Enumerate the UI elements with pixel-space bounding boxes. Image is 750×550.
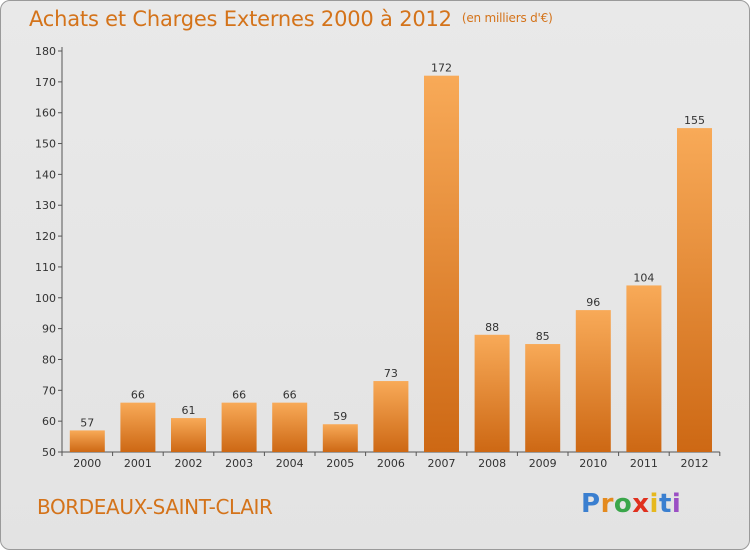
data-label: 73 — [384, 367, 398, 380]
x-tick-label: 2002 — [175, 457, 203, 470]
x-tick-label: 2009 — [529, 457, 557, 470]
y-tick-label: 180 — [35, 45, 56, 58]
x-tick-label: 2007 — [428, 457, 456, 470]
bar — [322, 424, 358, 452]
x-tick-label: 2003 — [225, 457, 253, 470]
bar — [272, 402, 308, 452]
data-label: 66 — [283, 389, 297, 402]
bar — [120, 402, 156, 452]
x-tick-label: 2005 — [326, 457, 354, 470]
data-label: 172 — [431, 62, 452, 75]
bar — [474, 334, 510, 452]
bar — [424, 75, 459, 452]
data-label: 57 — [80, 416, 94, 429]
y-tick-label: 140 — [35, 168, 56, 181]
commune-name: BORDEAUX-SAINT-CLAIR — [37, 495, 273, 519]
y-tick-label: 150 — [35, 138, 56, 151]
y-tick-label: 110 — [35, 261, 56, 274]
y-tick-label: 50 — [42, 446, 56, 459]
y-tick-label: 120 — [35, 230, 56, 243]
x-tick-label: 2012 — [681, 457, 709, 470]
chart-title: Achats et Charges Externes 2000 à 2012 (e… — [29, 7, 553, 31]
y-tick-label: 80 — [42, 353, 56, 366]
bar — [171, 418, 206, 452]
y-tick-label: 170 — [35, 76, 56, 89]
data-label: 59 — [333, 410, 347, 423]
bars — [69, 75, 712, 452]
bar — [626, 285, 662, 452]
data-label: 61 — [182, 404, 196, 417]
data-label: 66 — [232, 389, 246, 402]
x-tick-label: 2000 — [73, 457, 101, 470]
data-label: 155 — [684, 114, 705, 127]
x-tick-label: 2010 — [579, 457, 607, 470]
bar — [525, 344, 561, 452]
y-tick-label: 100 — [35, 292, 56, 305]
x-tick-label: 2001 — [124, 457, 152, 470]
x-tick-label: 2006 — [377, 457, 405, 470]
bar — [373, 381, 409, 452]
y-tick-label: 90 — [42, 323, 56, 336]
bar — [677, 128, 712, 452]
bar — [221, 402, 257, 452]
proxiti-logo: Proxiti — [581, 489, 682, 519]
value-labels: 57 66 61 66 66 59 73 172 88 85 96 104 155 — [80, 62, 705, 430]
y-tick-label: 130 — [35, 199, 56, 212]
chart-title-text: Achats et Charges Externes 2000 à 2012 — [29, 7, 452, 31]
bar — [69, 430, 105, 452]
data-label: 88 — [485, 321, 499, 334]
data-label: 66 — [131, 389, 145, 402]
x-tick-label: 2008 — [478, 457, 506, 470]
x-tick-label: 2004 — [276, 457, 304, 470]
bar — [575, 310, 611, 452]
x-tick-label: 2011 — [630, 457, 658, 470]
y-tick-label: 70 — [42, 384, 56, 397]
data-label: 104 — [633, 271, 654, 284]
y-tick-label: 160 — [35, 107, 56, 120]
data-label: 96 — [586, 296, 600, 309]
y-tick-label: 60 — [42, 415, 56, 428]
chart-subtitle: (en milliers d'€) — [461, 11, 553, 25]
data-label: 85 — [536, 330, 550, 343]
axes: 50 60 70 80 90 100 110 120 130 140 150 160 170 180 200… — [35, 45, 721, 470]
